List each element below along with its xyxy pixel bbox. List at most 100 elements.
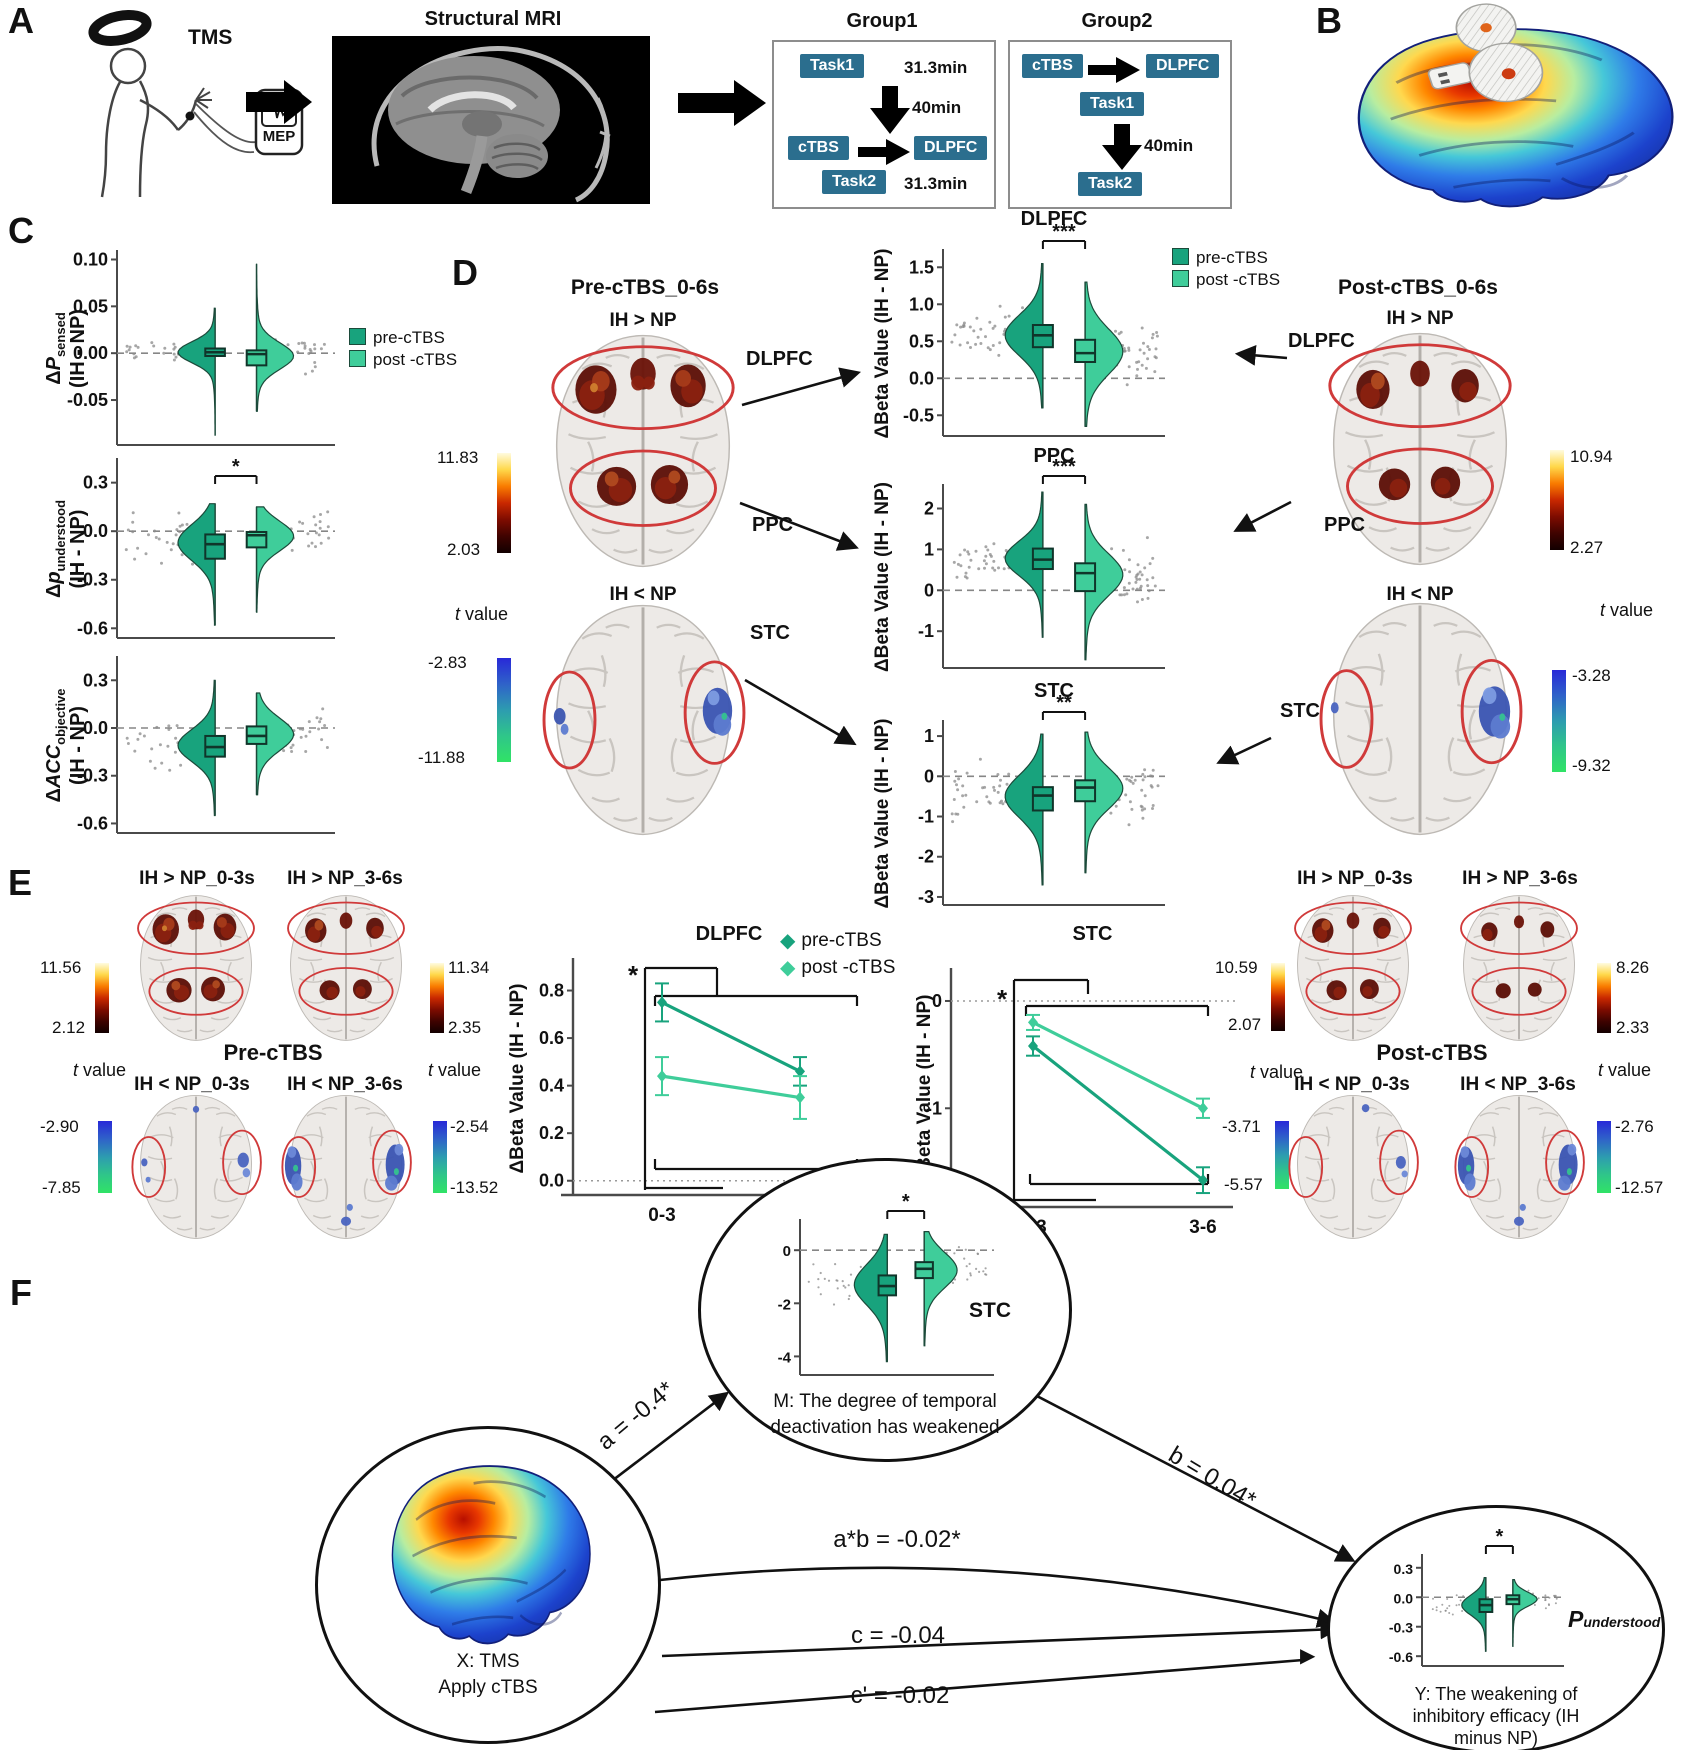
- pre-ctbs-map-title: Pre-cTBS_0-6s: [570, 276, 720, 299]
- colorbar-max: 10.59: [1215, 958, 1258, 977]
- stc-label: STC: [1280, 700, 1320, 722]
- x-caption: X: TMS: [456, 1651, 520, 1672]
- colorbar-e2: [430, 963, 444, 1033]
- svg-text:STC: STC: [1034, 680, 1074, 702]
- svg-text:0.2: 0.2: [539, 1123, 564, 1143]
- svg-text:0.10: 0.10: [73, 249, 108, 269]
- ppc-label: PPC: [752, 514, 794, 536]
- t-value-label: t value: [428, 1060, 482, 1080]
- group1-box: Task1 31.3min 40min cTBS DLPFC Task2 31.…: [772, 40, 996, 209]
- colorbar-min: -7.85: [42, 1178, 81, 1197]
- violin-plot-delta-p-sensed: 0.10 0.05 0.00 -0.05 ΔPsensed (IH - NP): [40, 238, 348, 452]
- brain-map-e-post-neg-early: [1288, 1092, 1419, 1242]
- legend-post-label: post -cTBS: [1196, 270, 1281, 289]
- t-value-label: t value: [73, 1060, 127, 1080]
- neg-contrast-label: IH < NP: [1386, 584, 1454, 605]
- svg-text:0.3: 0.3: [83, 670, 108, 690]
- brain-map-pre-ih-lt-np: [542, 600, 746, 840]
- svg-text:(IH - NP): (IH - NP): [67, 510, 89, 589]
- group2-ctbs: cTBS: [1022, 54, 1083, 78]
- svg-text:STC: STC: [1072, 923, 1112, 945]
- pre-diamond-icon: ◆: [780, 930, 796, 952]
- colorbar-min: 2.27: [1570, 538, 1604, 557]
- p-understood-label: Punderstood: [1568, 1606, 1661, 1632]
- svg-text:-0.6: -0.6: [77, 813, 108, 833]
- colorbar-max: -2.76: [1615, 1117, 1654, 1136]
- svg-text:-0.5: -0.5: [903, 405, 934, 425]
- group1-target: DLPFC: [914, 136, 988, 160]
- svg-text:0.0: 0.0: [1394, 1590, 1414, 1606]
- violin-plot-delta-p-understood: 0.3 0.0 -0.3 -0.6 * Δpunderstood (IH - NP): [40, 452, 348, 652]
- colorbar-min: 2.12: [52, 1018, 86, 1037]
- svg-text:*: *: [1495, 1526, 1503, 1548]
- brain-map-post-ih-gt-np: [1322, 328, 1518, 570]
- svg-text:0.0: 0.0: [909, 368, 934, 388]
- svg-text:-0.6: -0.6: [77, 618, 108, 638]
- map-title: IH > NP_3-6s: [1462, 868, 1578, 889]
- colorbar-max: -2.83: [428, 653, 467, 672]
- brain-map-e-pre-neg-early: [131, 1092, 262, 1242]
- m-caption: deactivation has weakened: [770, 1417, 1000, 1438]
- pre-ctbs-swatch: [349, 328, 366, 345]
- svg-text:1: 1: [924, 726, 934, 746]
- y-caption: Y: The weakening of: [1414, 1684, 1578, 1704]
- group1-ctbs: cTBS: [788, 136, 849, 160]
- pre-ctbs-swatch: [1172, 248, 1189, 265]
- svg-text:3-6: 3-6: [1189, 1217, 1216, 1238]
- group1-task1-duration: 31.3min: [904, 58, 968, 77]
- map-title: IH > NP_0-3s: [1297, 868, 1413, 889]
- svg-text:-4: -4: [778, 1349, 792, 1366]
- colorbar-max: 11.34: [448, 958, 490, 977]
- map-title: IH > NP_0-3s: [139, 868, 255, 889]
- colorbar-min: 2.33: [1616, 1018, 1650, 1037]
- post-ctbs-swatch: [349, 350, 366, 367]
- svg-text:0: 0: [924, 580, 934, 600]
- svg-text:1.0: 1.0: [909, 294, 934, 314]
- svg-text:-1: -1: [918, 807, 934, 827]
- brain-map-e-pre-neg-late: [281, 1092, 412, 1242]
- map-title: IH < NP_0-3s: [1294, 1074, 1410, 1095]
- svg-text:ΔACCobjective: ΔACCobjective: [43, 688, 68, 802]
- t-value-label: t value: [455, 604, 509, 624]
- svg-text:-1: -1: [926, 1098, 942, 1118]
- post-ctbs-group-title: Post-cTBS: [1376, 1040, 1488, 1065]
- right-arrow-icon: [1088, 57, 1142, 88]
- colorbar-max: 8.26: [1616, 958, 1650, 977]
- svg-text:ΔBeta Value (IH - NP): ΔBeta Value (IH - NP): [872, 719, 893, 909]
- t-value-label: t value: [1250, 1062, 1304, 1082]
- colorbar-min: -5.57: [1224, 1175, 1263, 1194]
- t-value-label: t value: [1598, 1060, 1652, 1080]
- y-caption: minus NP): [1453, 1728, 1539, 1748]
- svg-text:(IH - NP): (IH - NP): [67, 706, 89, 785]
- svg-text:0.6: 0.6: [539, 1028, 564, 1048]
- svg-text:0: 0: [932, 991, 942, 1011]
- colorbar-min: 2.03: [447, 540, 481, 559]
- pos-contrast-label: IH > NP: [609, 310, 677, 331]
- dlpfc-label: DLPFC: [1288, 330, 1355, 352]
- svg-text:0.0: 0.0: [539, 1171, 564, 1191]
- group2-target: DLPFC: [1146, 54, 1220, 78]
- path-c-label: c = -0.04: [850, 1622, 946, 1650]
- svg-text:**: **: [1056, 692, 1072, 714]
- colorbar-max: -2.90: [40, 1117, 79, 1136]
- group1-interval: 40min: [912, 98, 962, 117]
- legend-e: ◆ pre-cTBS ◆ post -cTBS: [780, 928, 895, 982]
- svg-text:***: ***: [1052, 456, 1076, 478]
- svg-text:1.5: 1.5: [909, 257, 934, 277]
- group1-task2: Task2: [822, 170, 887, 194]
- svg-text:-0.3: -0.3: [1389, 1620, 1413, 1636]
- legend-pre-label: pre-cTBS: [801, 930, 882, 951]
- svg-text:0.4: 0.4: [539, 1076, 564, 1096]
- svg-text:-0.05: -0.05: [67, 390, 108, 410]
- violin-plot-dlpfc: 1.5 1.0 0.5 0.0 -0.5 *** DLPFC ΔBeta Value (IH …: [868, 203, 1180, 446]
- legend-post-label: post -cTBS: [373, 350, 458, 369]
- panel-f-label: F: [10, 1272, 32, 1313]
- legend-post-label: post -cTBS: [801, 957, 896, 978]
- colorbar-min: -11.88: [418, 748, 465, 767]
- colorbar-max: -3.71: [1222, 1117, 1261, 1136]
- panel-b-label: B: [1316, 0, 1342, 41]
- colorbar-pre-hot: [497, 453, 511, 553]
- svg-text:-2: -2: [918, 847, 934, 867]
- colorbar-min: -13.52: [450, 1178, 499, 1197]
